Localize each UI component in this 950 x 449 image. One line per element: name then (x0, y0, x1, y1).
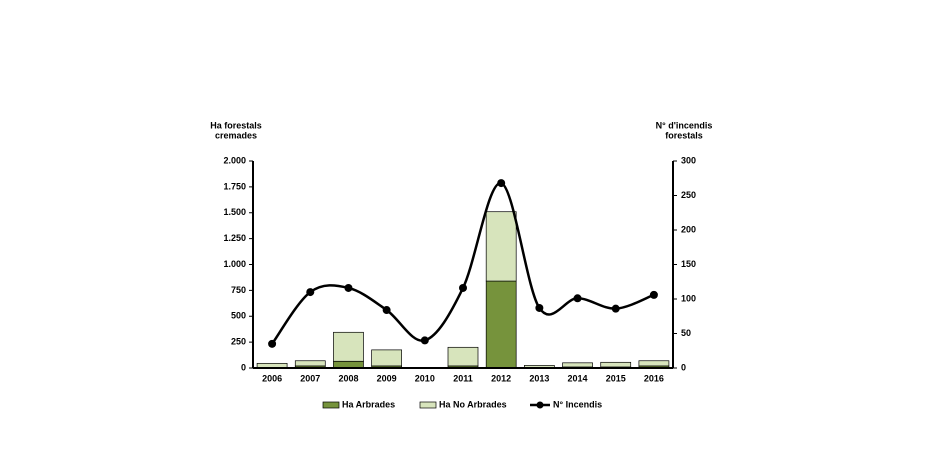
y2-axis-title: forestals (665, 130, 703, 140)
line-marker (573, 294, 582, 303)
x-tick-label: 2010 (415, 373, 435, 383)
bar (333, 360, 364, 369)
y2-tick-label: 150 (681, 259, 696, 269)
line-marker (459, 283, 467, 292)
x-tick-label: 2012 (491, 373, 511, 383)
y2-tick-label: 250 (681, 190, 696, 200)
line-marker (420, 336, 429, 345)
y-tick-label: 1.250 (223, 233, 246, 243)
y-tick-label: 2.000 (223, 155, 246, 165)
x-tick-label: 2011 (453, 373, 473, 383)
line-marker (535, 303, 544, 312)
line-marker (382, 306, 391, 315)
legend-label: Ha No Arbrades (439, 399, 507, 409)
bar (256, 362, 288, 368)
line (271, 181, 655, 345)
y2-tick-label: 50 (681, 328, 691, 338)
x-tick-label: 2009 (377, 373, 397, 383)
line-marker (611, 304, 620, 313)
x-tick-label: 2015 (606, 373, 626, 383)
y2-axis-title: N° d'incendis (656, 120, 713, 130)
bar (638, 360, 670, 367)
legend-swatch (322, 401, 340, 409)
y2-tick-label: 300 (681, 155, 696, 165)
x-tick-label: 2008 (338, 373, 358, 383)
line-marker (344, 283, 353, 292)
bar (294, 360, 326, 367)
legend-label: N° Incendis (553, 399, 602, 409)
bar (600, 361, 632, 368)
bar (485, 211, 517, 282)
x-tick-label: 2013 (529, 373, 549, 383)
line-marker (268, 339, 277, 348)
y-tick-label: 250 (231, 337, 246, 347)
line-marker (306, 288, 315, 297)
x-tick-label: 2007 (300, 373, 320, 383)
y-tick-label: 750 (231, 285, 246, 295)
y2-tick-label: 100 (681, 293, 696, 303)
y-tick-label: 0 (241, 362, 246, 372)
x-tick-label: 2016 (644, 373, 664, 383)
y-tick-label: 1.750 (223, 181, 246, 191)
legend-swatch (536, 401, 544, 409)
bar (485, 280, 517, 369)
y-axis-title: cremades (215, 130, 257, 140)
line-marker (649, 290, 658, 299)
y2-tick-label: 200 (681, 224, 696, 234)
x-tick-label: 2014 (568, 373, 588, 383)
y-tick-label: 1.000 (223, 259, 246, 269)
bar (333, 331, 364, 362)
y2-tick-label: 0 (681, 362, 686, 372)
legend-label: Ha Arbrades (342, 399, 395, 409)
y-axis-title: Ha forestals (210, 120, 262, 130)
bar (371, 349, 402, 367)
line-marker (497, 179, 506, 188)
y-tick-label: 500 (231, 311, 246, 321)
bar (447, 346, 479, 367)
y-tick-label: 1.500 (223, 207, 246, 217)
x-tick-label: 2006 (262, 373, 282, 383)
bar (562, 362, 593, 368)
legend-swatch (419, 401, 437, 409)
